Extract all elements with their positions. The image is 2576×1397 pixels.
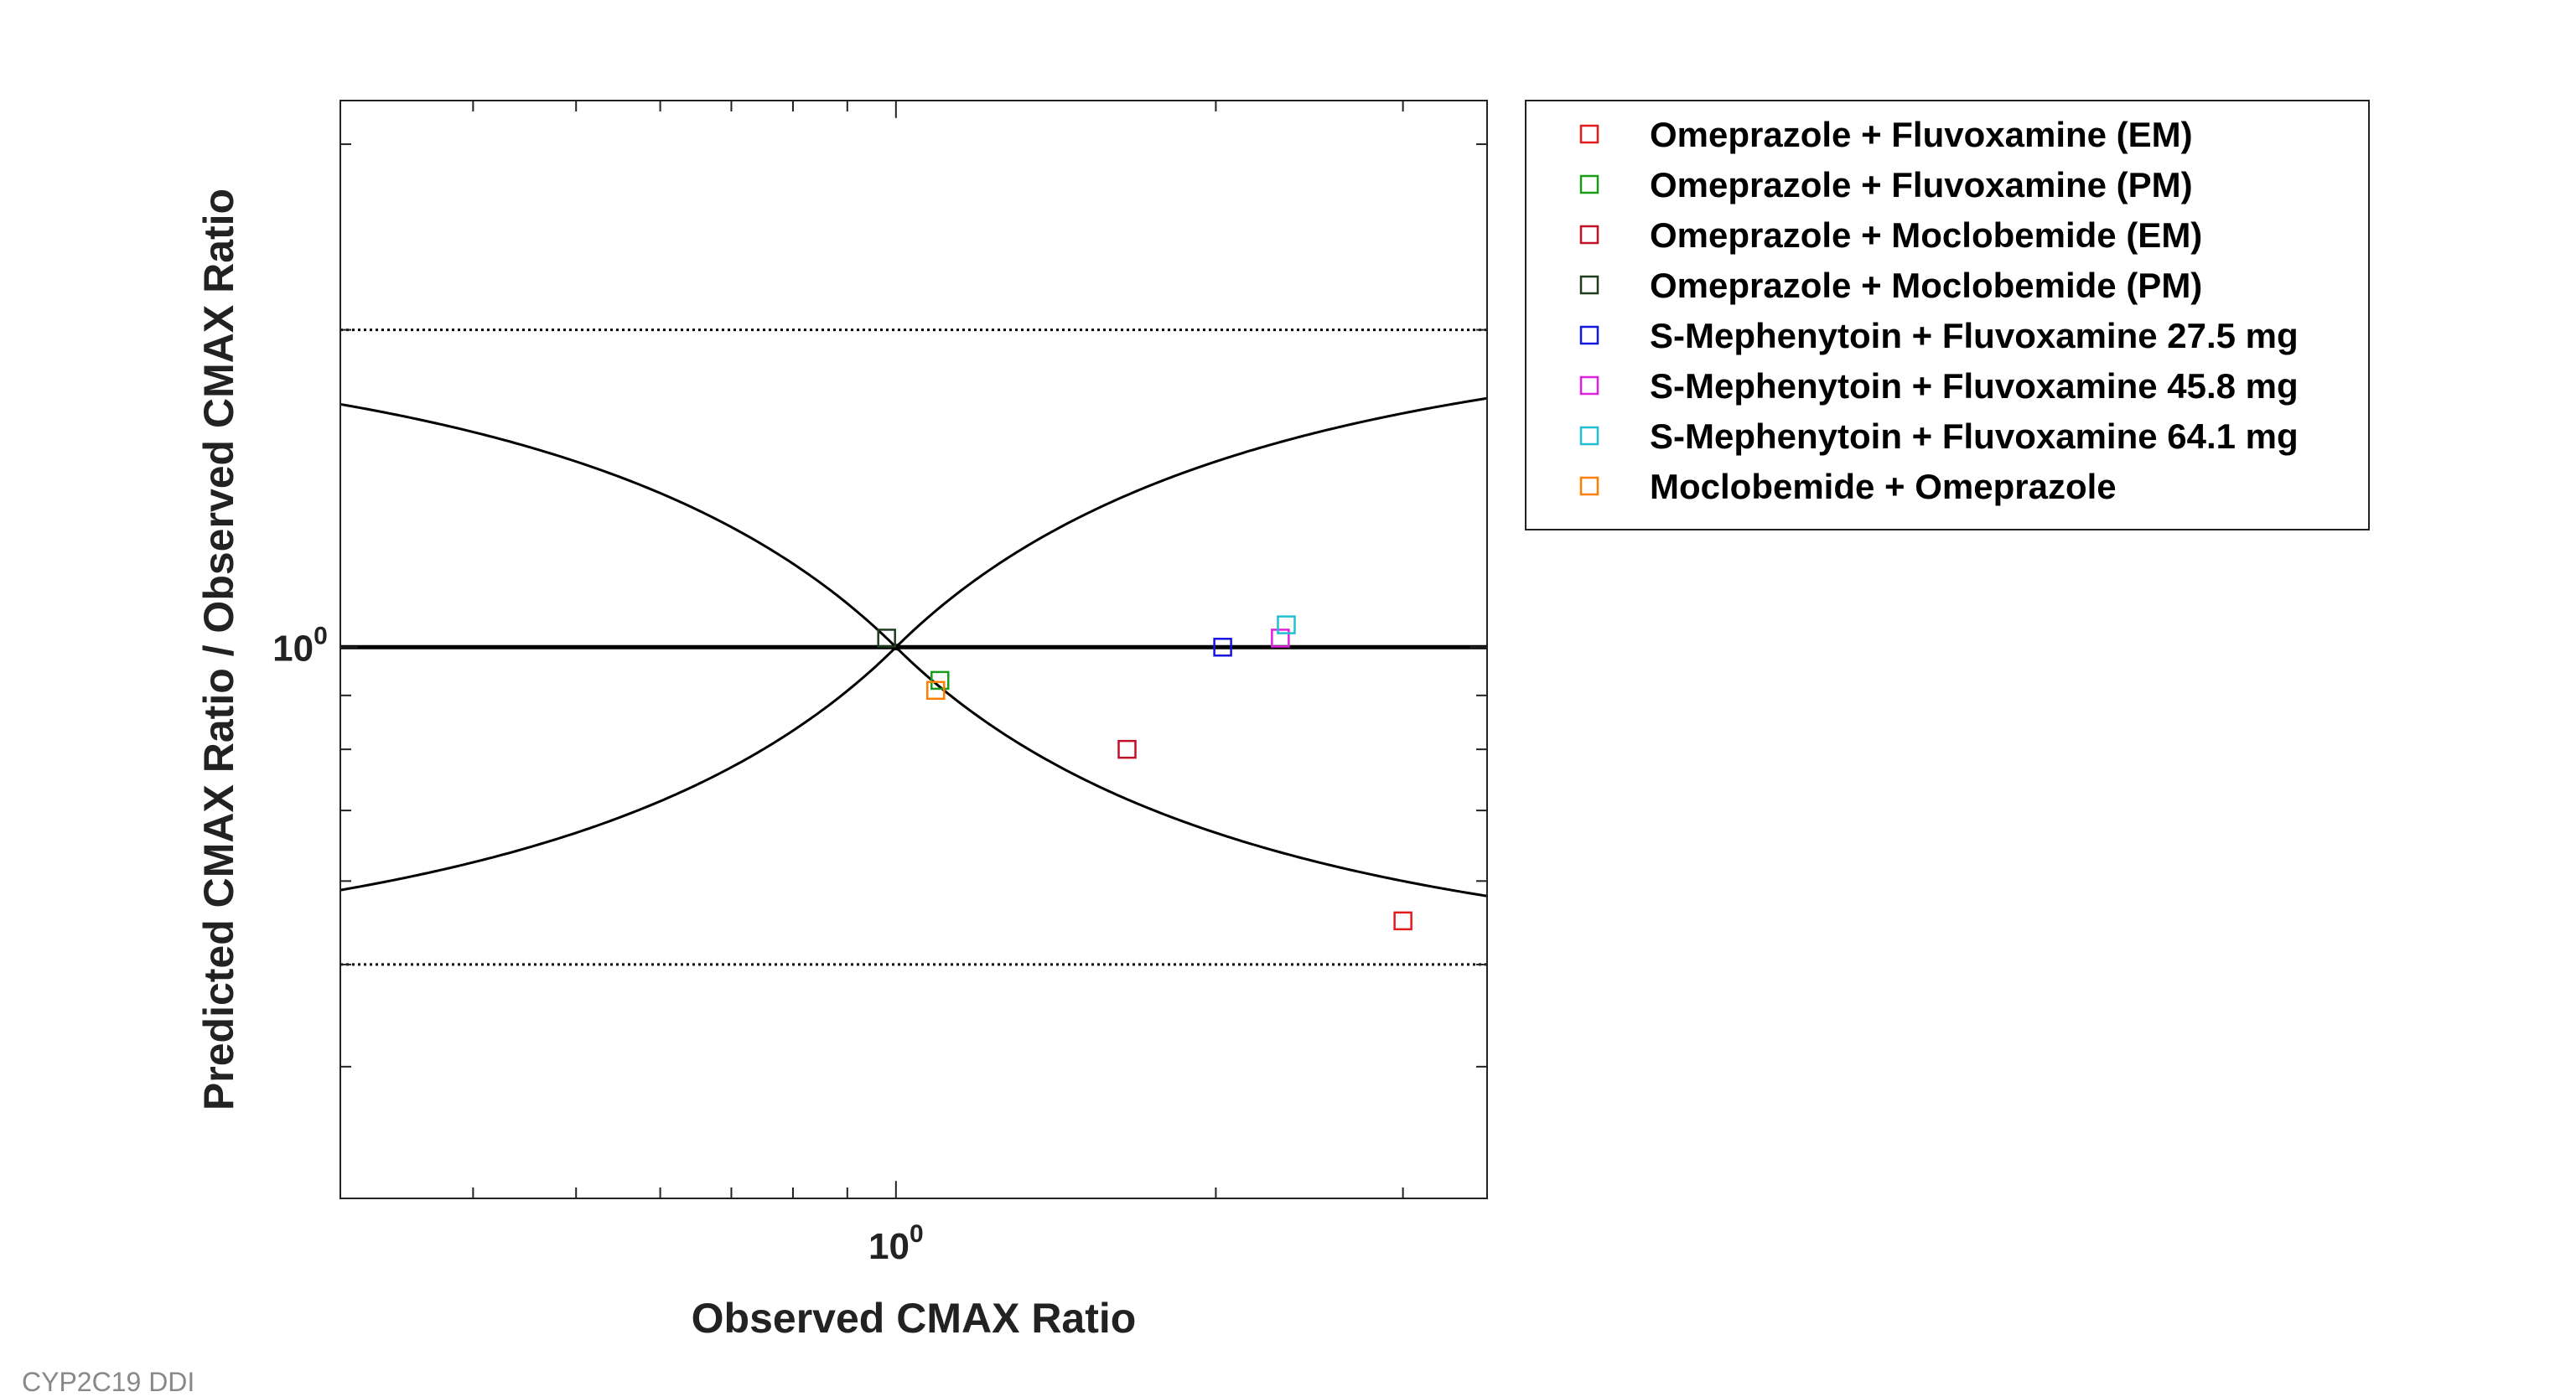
legend-marker (1579, 225, 1599, 245)
data-point (1277, 615, 1296, 634)
legend-marker (1579, 275, 1599, 295)
data-point (1213, 638, 1232, 657)
y-tick-label: 100 (272, 622, 328, 669)
legend-label: Moclobemide + Omeprazole (1650, 467, 2117, 506)
legend-label: Omeprazole + Moclobemide (PM) (1650, 266, 2202, 305)
x-axis-label: Observed CMAX Ratio (692, 1295, 1137, 1342)
data-point (930, 670, 950, 691)
legend-marker (1579, 124, 1599, 144)
data-point (1117, 739, 1137, 759)
upper-acceptance-curve (340, 396, 1487, 648)
legend-marker (1579, 174, 1599, 194)
legend-label: S-Mephenytoin + Fluvoxamine 27.5 mg (1650, 316, 2299, 355)
data-point (877, 629, 896, 648)
legend-label: Omeprazole + Fluvoxamine (PM) (1650, 165, 2193, 204)
axes: 100 100 Observed CMAX Ratio Predicted CMAX … (195, 100, 1488, 1342)
legend-label: Omeprazole + Moclobemide (EM) (1650, 215, 2202, 255)
legend-label: S-Mephenytoin + Fluvoxamine 45.8 mg (1650, 366, 2299, 406)
x-tick-label: 100 (868, 1220, 924, 1267)
lower-acceptance-curve (340, 647, 1487, 898)
data-point (926, 680, 946, 701)
legend-marker (1579, 325, 1599, 345)
legend-label: S-Mephenytoin + Fluvoxamine 64.1 mg (1650, 417, 2299, 456)
plot-frame (339, 100, 1488, 1199)
plot-area (340, 329, 1487, 966)
data-point (1271, 629, 1290, 648)
legend: Omeprazole + Fluvoxamine (EM) Omeprazole … (1525, 100, 2370, 530)
y-axis-label: Predicted CMAX Ratio / Observed CMAX Rat… (195, 189, 242, 1110)
legend-marker (1579, 476, 1599, 496)
legend-marker (1579, 426, 1599, 446)
legend-marker (1579, 375, 1599, 396)
legend-label: Omeprazole + Fluvoxamine (EM) (1650, 115, 2193, 154)
data-point (1393, 911, 1412, 931)
legend-box (1525, 100, 2370, 530)
footer-caption: CYP2C19 DDI (22, 1367, 194, 1397)
